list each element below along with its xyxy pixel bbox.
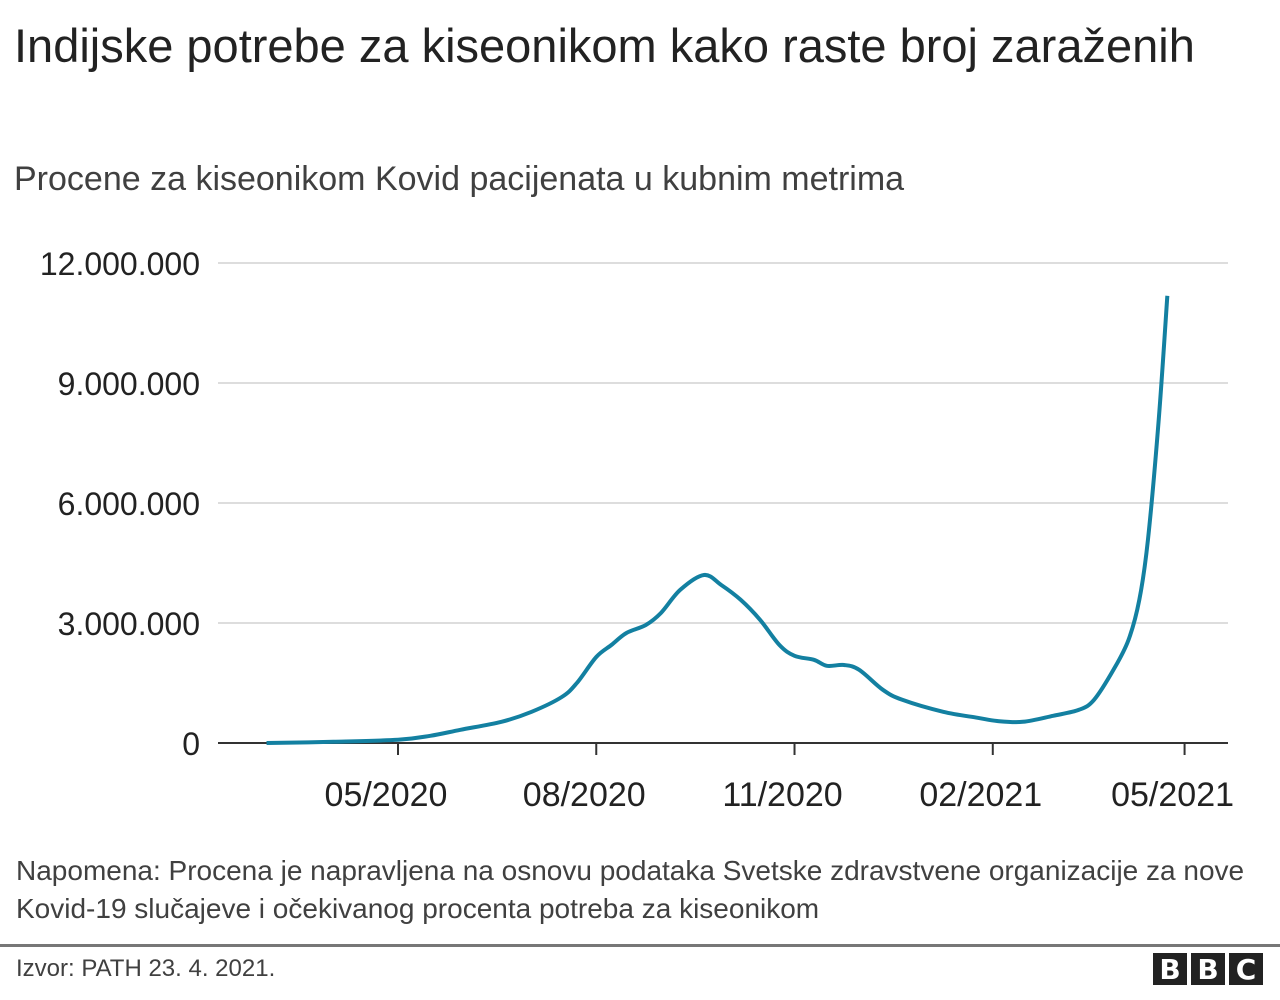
- logo-letter: B: [1153, 953, 1187, 986]
- chart-subtitle: Procene za kiseonikom Kovid pacijenata u…: [14, 160, 905, 198]
- x-tick-label: 08/2020: [523, 776, 646, 814]
- gridlines: [218, 262, 1228, 624]
- chart-note: Napomena: Procena je napravljena na osno…: [16, 855, 1245, 924]
- series: [266, 295, 1170, 745]
- logo-letter: B: [1191, 953, 1225, 986]
- y-tick-label: 3.000.000: [58, 606, 200, 642]
- footer-divider: [0, 944, 1280, 947]
- x-tick-label: 02/2021: [919, 776, 1042, 814]
- bbc-logo: B B C: [1153, 953, 1263, 986]
- y-tick-label: 9.000.000: [58, 366, 200, 402]
- source-text: Izvor: PATH 23. 4. 2021.: [16, 955, 276, 982]
- x-tick-label: 05/2020: [325, 776, 448, 814]
- y-tick-label: 6.000.000: [58, 486, 200, 522]
- line-chart: 0 3.000.000 6.000.000 9.000.000 12.000.000 0…: [40, 246, 1234, 814]
- chart-title: Indijske potrebe za kiseonikom kako rast…: [14, 19, 1195, 72]
- oxygen-demand-line: [266, 295, 1170, 745]
- x-tick-label: 05/2021: [1111, 776, 1234, 814]
- logo-letter: C: [1229, 953, 1263, 986]
- y-tick-label: 0: [182, 726, 200, 762]
- y-tick-labels: 0 3.000.000 6.000.000 9.000.000 12.000.000: [40, 246, 200, 762]
- x-tick-label: 11/2020: [722, 776, 842, 814]
- x-axis: 05/2020 08/2020 11/2020 02/2021 05/2021: [218, 742, 1234, 814]
- y-tick-label: 12.000.000: [40, 246, 200, 282]
